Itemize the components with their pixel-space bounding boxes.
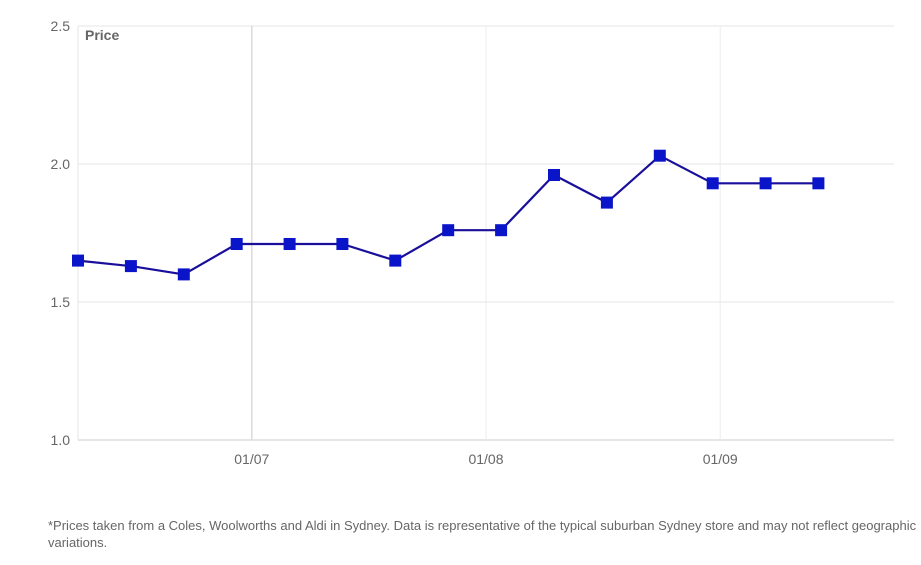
data-point[interactable] xyxy=(230,238,243,250)
y-axis-title: Price xyxy=(85,27,119,43)
footnote: *Prices taken from a Coles, Woolworths a… xyxy=(48,518,917,550)
price-line-chart: 1.0 1.5 2.0 2.5 01/07 01/08 01/09 Price xyxy=(51,18,894,467)
x-axis: 01/07 01/08 01/09 xyxy=(234,451,738,467)
data-point[interactable] xyxy=(336,238,349,250)
data-point[interactable] xyxy=(600,196,613,209)
y-axis: 1.0 1.5 2.0 2.5 xyxy=(51,18,71,448)
data-point[interactable] xyxy=(72,254,84,267)
x-tick-label: 01/09 xyxy=(703,451,738,467)
y-tick-label: 2.0 xyxy=(51,156,71,172)
data-point[interactable] xyxy=(706,177,719,190)
data-point[interactable] xyxy=(389,254,402,267)
x-tick-label: 01/08 xyxy=(468,451,503,467)
series-price xyxy=(72,149,825,281)
y-tick-label: 1.5 xyxy=(51,294,71,310)
data-point[interactable] xyxy=(495,224,508,237)
x-tick-label: 01/07 xyxy=(234,451,269,467)
data-point[interactable] xyxy=(812,177,825,190)
grid xyxy=(77,25,894,441)
series-line xyxy=(77,154,819,276)
y-tick-label: 1.0 xyxy=(51,432,71,448)
data-point[interactable] xyxy=(283,238,296,250)
data-point[interactable] xyxy=(177,268,190,281)
data-point[interactable] xyxy=(124,260,137,273)
y-tick-label: 2.5 xyxy=(51,18,71,34)
data-point[interactable] xyxy=(653,149,666,162)
data-point[interactable] xyxy=(759,177,772,190)
data-point[interactable] xyxy=(548,169,560,181)
data-point[interactable] xyxy=(442,224,455,237)
